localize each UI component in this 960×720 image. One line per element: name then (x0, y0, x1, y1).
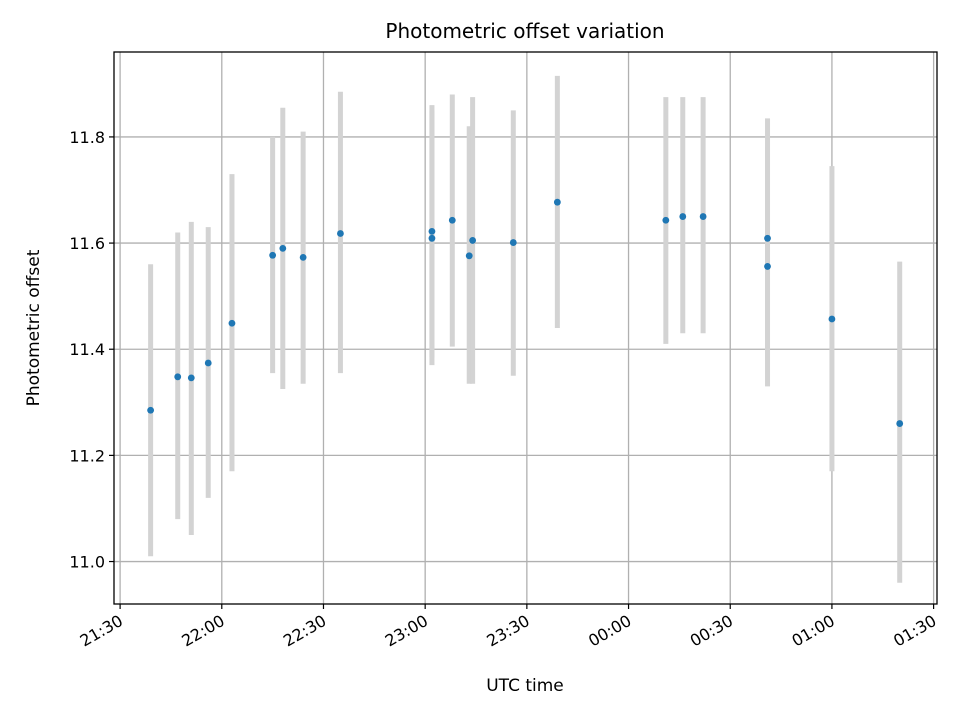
y-tick-label: 11.6 (69, 234, 105, 253)
data-points (147, 198, 904, 427)
y-tick-label: 11.2 (69, 446, 105, 465)
error-bars (148, 75, 903, 583)
plot-frame (113, 51, 938, 605)
y-tick-label: 11.8 (69, 128, 105, 147)
data-point (679, 213, 687, 220)
data-point (228, 319, 236, 327)
x-tick-label: 23:00 (382, 611, 431, 651)
data-point (828, 315, 836, 323)
data-point (279, 244, 287, 252)
data-point (428, 228, 436, 235)
data-point (662, 216, 670, 224)
x-axis-label: UTC time (486, 676, 564, 696)
data-point (147, 406, 155, 414)
data-point (204, 359, 212, 367)
data-point (448, 216, 456, 224)
grid-lines (114, 52, 937, 604)
y-axis-label: Photometric offset (24, 249, 44, 406)
y-tick-label: 11.4 (69, 340, 105, 359)
x-tick-label: 00:00 (585, 611, 634, 651)
data-point (509, 239, 517, 246)
data-point (337, 230, 344, 237)
data-point (896, 420, 904, 427)
data-point (764, 234, 771, 242)
data-point (187, 374, 195, 382)
x-tick-label: 00:30 (687, 611, 736, 651)
data-point (699, 213, 707, 220)
x-tick-label: 01:30 (890, 611, 939, 651)
x-tick-label: 22:30 (280, 611, 329, 651)
x-tick-label: 23:30 (483, 611, 532, 651)
y-axis-ticks: 11.0 11.2 11.4 11.6 11.8 (69, 128, 114, 572)
data-point (269, 251, 277, 259)
x-tick-label: 21:30 (77, 611, 126, 651)
data-point (299, 254, 307, 261)
x-tick-label: 01:00 (788, 611, 837, 651)
data-point (174, 373, 182, 381)
data-point (469, 237, 477, 244)
x-axis-ticks: 21:30 22:00 22:30 23:00 23:30 00:00 00:30 01:00… (77, 604, 940, 651)
data-point (465, 252, 473, 260)
chart-title: Photometric offset variation (385, 19, 664, 43)
x-tick-label: 22:00 (178, 611, 227, 651)
data-point (428, 234, 436, 242)
data-point (764, 263, 771, 270)
y-tick-label: 11.0 (69, 553, 105, 572)
data-point (553, 198, 561, 206)
